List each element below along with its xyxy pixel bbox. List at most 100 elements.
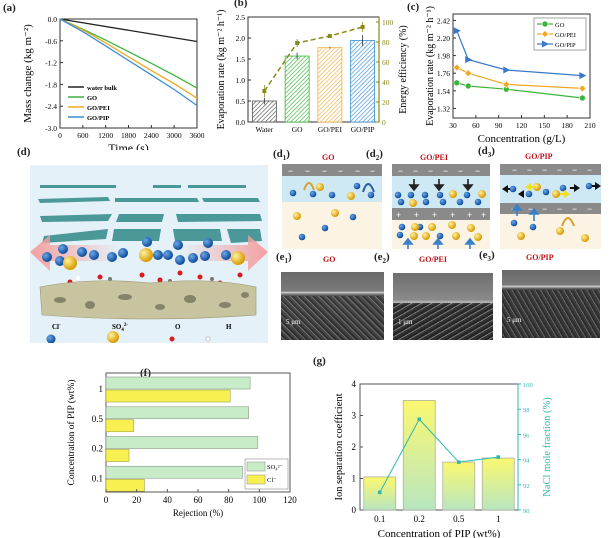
y-tick-label: 2	[352, 442, 357, 452]
y-tick-label: 1.0	[236, 76, 246, 85]
chart-b-evaporation-rate: Water GO GO/PEI GO/PIP 0.0 0.5 1.0 1.5 2.0 2.5 0 20…	[216, 10, 409, 134]
panel-label-c: (c)	[407, 1, 420, 13]
x-tick-label: 60	[194, 495, 204, 505]
y-tick-label: 2.42	[437, 16, 450, 25]
schematic-legend: Cl- SO42- O H	[46, 323, 232, 344]
bar-chloride-1	[105, 389, 231, 403]
sem-scale-bar: 5 μm	[507, 316, 522, 324]
y-tick-label: 0.1	[92, 473, 103, 483]
legend-label: Cl⁻	[267, 477, 277, 484]
svg-text:+: +	[396, 210, 401, 220]
x-tick-label: 3600	[190, 131, 205, 140]
x-tick-label: 40	[163, 495, 173, 505]
svg-text:−: −	[542, 204, 547, 214]
svg-text:−: −	[557, 204, 562, 214]
plot-frame	[59, 18, 198, 129]
y-tick-label: 1.98	[437, 52, 450, 61]
panel-label-b: (b)	[234, 0, 248, 9]
legend-label: GO	[555, 22, 565, 29]
data-point-energy-efficiency	[327, 34, 332, 38]
y-tick-label: 2.5	[236, 13, 246, 22]
y2-tick-label: 20	[382, 98, 390, 107]
y-axis-label: Evaporation rate (kg m⁻² h⁻¹)	[216, 10, 227, 130]
schematic-d: Cl- SO42- O H	[30, 165, 268, 344]
svg-text:−: −	[443, 166, 448, 176]
bar-sulfate-0.5	[105, 406, 249, 420]
y-axis-label: Evaporation rate (kg m⁻² h⁻¹)	[425, 6, 436, 126]
d3-title: GO/PIP	[525, 152, 553, 161]
legend-label: SO₄²⁻	[267, 464, 283, 471]
sulfate-ions	[63, 248, 245, 270]
y-axis-label: Concentration of PIP (wt%)	[66, 380, 77, 486]
x-axis-label: Concentration of PIP (wt%)	[378, 528, 501, 538]
bar-chloride-0.2	[105, 449, 130, 462]
y-tick-label: -1.8	[45, 80, 57, 89]
panel-label-d1: (d1)	[273, 148, 290, 163]
marker-diamond	[464, 69, 473, 78]
marker-circle	[464, 82, 472, 90]
svg-text:O: O	[175, 323, 181, 331]
e1-title: GO	[323, 255, 336, 264]
y-tick-label: 0.0	[48, 15, 58, 24]
x-tick-label: 2400	[144, 131, 159, 140]
series-line-go-pei	[456, 67, 583, 89]
svg-text:+: +	[481, 210, 486, 220]
svg-text:−: −	[355, 166, 360, 176]
svg-text:H: H	[226, 323, 232, 331]
legend-label: water bulk	[87, 85, 117, 92]
y-tick-label: 2.20	[437, 34, 450, 43]
series-line-nacl-fraction	[379, 418, 499, 493]
oxygen-legend-icon	[169, 336, 175, 342]
legend-label: GO/PEI	[87, 105, 110, 112]
svg-text:−: −	[587, 165, 592, 175]
svg-text:−: −	[572, 165, 577, 175]
panel-label-e2: (e2)	[374, 251, 390, 266]
legend-label: GO/PEI	[555, 32, 576, 39]
svg-text:Cl-: Cl-	[52, 323, 61, 331]
svg-text:−: −	[557, 165, 562, 175]
x-tick-label: 0	[58, 131, 62, 140]
x-axis-label: Time (s)	[108, 141, 149, 150]
marker-triangle	[465, 56, 473, 64]
bar-separation-0.2	[402, 399, 436, 511]
series-line-go-pip	[456, 30, 583, 77]
svg-text:+: +	[414, 210, 419, 220]
schematic-d-graphic: Cl- SO42- O H	[30, 185, 268, 344]
x-tick-label: 80	[224, 495, 234, 505]
bar-separation-1	[481, 457, 515, 511]
panel-label-d2: (d2)	[366, 148, 383, 163]
svg-text:−: −	[542, 165, 547, 175]
panel-label-e3: (e3)	[479, 249, 495, 264]
y2-tick-label: 92	[523, 483, 530, 490]
svg-text:−: −	[305, 166, 310, 176]
x-tick-label: GO	[292, 125, 303, 134]
panel-label-d3: (d3)	[478, 145, 495, 160]
marker-diamond	[578, 84, 587, 93]
bar-sulfate-1	[105, 376, 251, 390]
x-tick-label: 1200	[98, 131, 113, 140]
go-sheets	[38, 185, 262, 243]
svg-text:−: −	[527, 165, 532, 175]
y2-tick-label: 100	[382, 18, 394, 27]
y-tick-label: 0.5	[236, 97, 246, 106]
y-tick-label: 0.0	[236, 118, 246, 127]
y2-axis-label: Energy efficiency (%)	[398, 25, 409, 113]
bar-evaporation-go	[284, 55, 310, 123]
x-tick-label: GO/PIP	[351, 125, 375, 134]
marker-diamond	[502, 80, 511, 89]
y-tick-label: -3.0	[45, 124, 57, 133]
x-tick-label: 20	[132, 495, 142, 505]
y-tick-label: 1	[352, 474, 357, 484]
y-tick-label: 1.54	[437, 87, 450, 96]
chloride-ions	[42, 237, 231, 266]
legend-swatch	[246, 461, 266, 472]
mechanism-diagrams: −−−−−− −−−−−− ++++++ −−−−−− −−−−−−	[282, 164, 601, 249]
x-tick-label: 100	[253, 495, 267, 505]
marker-circle	[579, 94, 586, 102]
mechanism-d1-go: − − − − − −	[282, 164, 382, 249]
x-tick-label: 3000	[167, 131, 182, 140]
bar-sulfate-0.2	[105, 436, 259, 449]
chart-c-concentration: 30 60 90 120 150 180 210 1.32 1.54 1.76 1.98 2.20 2.…	[425, 6, 596, 145]
y2-tick-label: 60	[382, 58, 390, 67]
svg-text:−: −	[475, 166, 480, 176]
